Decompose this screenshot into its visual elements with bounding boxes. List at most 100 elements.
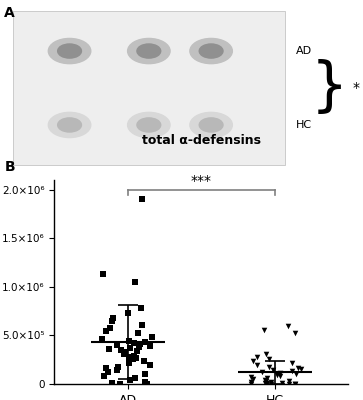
Circle shape xyxy=(58,118,81,132)
Point xyxy=(268,379,274,385)
Point xyxy=(286,381,292,387)
Point xyxy=(125,310,131,316)
Point xyxy=(130,356,136,362)
Point xyxy=(147,361,152,368)
Point xyxy=(103,327,109,334)
Point xyxy=(248,378,253,385)
Circle shape xyxy=(190,112,232,138)
Point xyxy=(142,339,147,346)
Circle shape xyxy=(128,38,170,64)
Point xyxy=(292,380,298,387)
Point xyxy=(134,348,140,354)
Point xyxy=(254,361,260,368)
Point xyxy=(131,353,137,359)
Circle shape xyxy=(48,112,91,138)
Point xyxy=(135,330,141,337)
Point xyxy=(270,367,276,374)
Point xyxy=(114,342,120,348)
Point xyxy=(132,279,138,285)
Point xyxy=(100,271,106,278)
Point xyxy=(295,365,301,372)
Text: }: } xyxy=(310,60,347,116)
Point xyxy=(131,340,137,346)
FancyBboxPatch shape xyxy=(13,11,285,165)
Point xyxy=(289,368,295,374)
Point xyxy=(126,360,132,366)
Circle shape xyxy=(128,112,170,138)
Title: total α-defensins: total α-defensins xyxy=(142,134,261,147)
Point xyxy=(117,381,123,387)
Point xyxy=(286,378,292,384)
Circle shape xyxy=(199,118,223,132)
Point xyxy=(261,326,267,333)
Point xyxy=(103,365,109,372)
Point xyxy=(110,315,116,321)
Point xyxy=(142,371,148,378)
Text: ***: *** xyxy=(191,174,212,188)
Point xyxy=(259,369,265,376)
Point xyxy=(141,358,147,364)
Point xyxy=(126,338,131,344)
Point xyxy=(147,343,153,349)
Point xyxy=(293,371,299,378)
Point xyxy=(266,363,272,370)
Point xyxy=(144,380,150,387)
Point xyxy=(250,376,256,382)
Point xyxy=(115,363,121,370)
Point xyxy=(127,377,133,383)
Point xyxy=(248,380,254,387)
Point xyxy=(262,379,268,386)
Point xyxy=(248,374,253,380)
Circle shape xyxy=(199,44,223,58)
Point xyxy=(298,366,304,373)
Text: A: A xyxy=(4,6,15,20)
Point xyxy=(132,375,138,381)
Point xyxy=(107,324,113,331)
Point xyxy=(133,354,139,361)
Point xyxy=(118,347,124,353)
Point xyxy=(277,373,283,380)
Point xyxy=(263,351,269,357)
Circle shape xyxy=(137,118,161,132)
Point xyxy=(277,370,283,376)
Point xyxy=(266,356,272,362)
Point xyxy=(138,305,144,312)
Point xyxy=(254,354,260,360)
Point xyxy=(264,380,270,386)
Point xyxy=(106,346,112,352)
Point xyxy=(137,341,143,347)
Point xyxy=(139,196,145,203)
Point xyxy=(250,358,256,364)
Point xyxy=(136,344,142,350)
Point xyxy=(149,334,155,340)
Point xyxy=(268,381,273,387)
Point xyxy=(139,322,144,328)
Point xyxy=(292,381,298,387)
Text: *: * xyxy=(353,81,360,95)
Point xyxy=(101,373,107,380)
Text: B: B xyxy=(4,160,15,174)
Point xyxy=(262,377,268,383)
Point xyxy=(122,349,128,355)
Point xyxy=(99,336,105,342)
Point xyxy=(105,369,110,376)
Point xyxy=(109,318,115,324)
Circle shape xyxy=(137,44,161,58)
Point xyxy=(274,372,280,378)
Point xyxy=(279,380,285,386)
Text: AD: AD xyxy=(296,46,312,56)
Circle shape xyxy=(58,44,81,58)
Point xyxy=(127,345,133,351)
Circle shape xyxy=(190,38,232,64)
Point xyxy=(263,378,269,384)
Text: HC: HC xyxy=(296,120,312,130)
Point xyxy=(142,379,148,385)
Point xyxy=(126,354,131,360)
Circle shape xyxy=(48,38,91,64)
Point xyxy=(109,380,115,386)
Point xyxy=(289,360,295,366)
Point xyxy=(114,367,120,374)
Point xyxy=(286,322,291,329)
Point xyxy=(292,329,298,336)
Point xyxy=(265,375,270,381)
